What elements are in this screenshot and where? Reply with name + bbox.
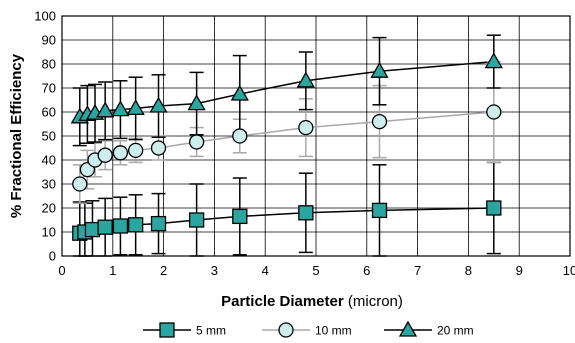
legend-label: 10 mm (315, 324, 352, 338)
x-tick-label: 0 (58, 263, 65, 278)
data-point-10-mm (150, 140, 167, 156)
data-point-20-mm (111, 100, 130, 117)
data-point-5-mm (97, 219, 113, 235)
series-line-20-mm (79, 60, 494, 118)
y-tick-label: 0 (49, 249, 56, 264)
x-tick-label: 6 (363, 263, 370, 278)
x-tick-label: 9 (516, 263, 523, 278)
legend-label: 5 mm (196, 324, 226, 338)
y-tick-label: 100 (34, 9, 56, 24)
x-tick-labels: 0 1 2 3 4 5 6 7 8 9 10 (58, 263, 575, 278)
data-point-10-mm (486, 104, 502, 120)
data-point-5-mm (371, 202, 388, 219)
data-point-20-mm (230, 84, 249, 101)
x-axis-label-unit: (micron) (344, 293, 403, 310)
data-point-10-mm (188, 134, 205, 150)
data-point-10-mm (298, 119, 314, 136)
data-point-5-mm (188, 212, 205, 228)
data-point-10-mm (112, 145, 129, 161)
legend: 5 mm 10 mm 20 mm (143, 320, 474, 338)
x-axis-label-main: Particle Diameter (221, 293, 344, 310)
x-tick-label: 1 (109, 263, 116, 278)
data-point-20-mm (370, 61, 389, 78)
data-point-10-mm (232, 128, 248, 144)
data-point-5-mm (298, 205, 314, 221)
y-tick-labels: 0 10 20 30 40 50 60 70 80 90 100 (34, 9, 56, 264)
x-axis-label: Particle Diameter (micron) (221, 293, 403, 310)
legend-marker (159, 322, 175, 338)
legend-label: 20 mm (437, 324, 474, 338)
y-tick-label: 20 (42, 201, 56, 216)
x-tick-label: 4 (262, 263, 269, 278)
x-tick-label: 3 (211, 263, 218, 278)
data-markers (70, 52, 503, 241)
data-point-5-mm (84, 221, 101, 238)
data-point-5-mm (128, 217, 144, 233)
y-tick-label: 90 (42, 33, 56, 48)
data-point-10-mm (371, 113, 388, 130)
data-point-20-mm (187, 94, 206, 111)
x-tick-label: 8 (465, 263, 472, 278)
legend-marker (398, 320, 418, 337)
y-tick-label: 50 (42, 129, 56, 144)
data-point-5-mm (112, 218, 129, 234)
legend-item-10-mm: 10 mm (262, 322, 352, 338)
y-tick-label: 60 (42, 105, 56, 120)
data-point-5-mm (150, 215, 167, 232)
x-tick-label: 10 (563, 263, 575, 278)
x-tick-label: 7 (414, 263, 421, 278)
y-tick-label: 70 (42, 81, 56, 96)
plot-frame (61, 15, 571, 257)
data-point-10-mm (128, 142, 144, 159)
x-tick-label: 5 (312, 263, 319, 278)
data-point-20-mm (149, 96, 168, 113)
data-point-20-mm (126, 99, 145, 116)
y-tick-label: 10 (42, 225, 56, 240)
legend-item-5-mm: 5 mm (143, 322, 226, 338)
data-point-5-mm (486, 200, 502, 216)
data-point-20-mm (96, 101, 115, 118)
legend-marker (278, 322, 294, 338)
y-axis-label: % Fractional Efficiency (8, 53, 25, 218)
data-point-20-mm (296, 71, 315, 88)
y-tick-label: 30 (42, 177, 56, 192)
x-tick-label: 2 (160, 263, 167, 278)
data-point-10-mm (72, 176, 88, 192)
data-point-20-mm (484, 52, 503, 69)
data-point-5-mm (232, 208, 248, 225)
data-point-10-mm (97, 147, 113, 163)
legend-item-20-mm: 20 mm (384, 320, 474, 338)
y-tick-label: 80 (42, 57, 56, 72)
y-tick-label: 40 (42, 153, 56, 168)
